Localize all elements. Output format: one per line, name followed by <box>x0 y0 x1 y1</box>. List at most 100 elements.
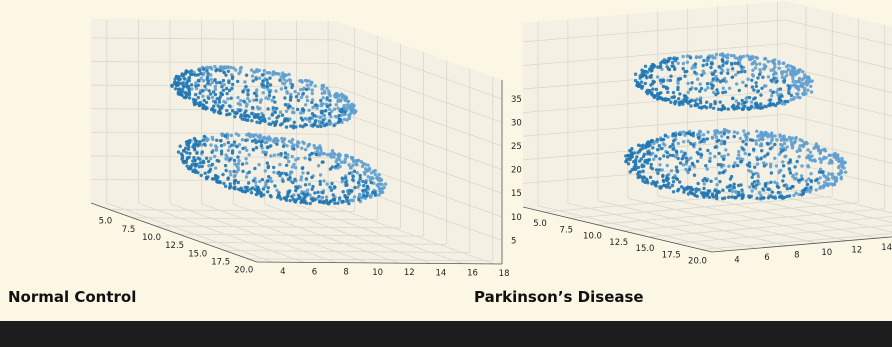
scatter-point <box>210 107 215 111</box>
scatter-point <box>284 125 289 129</box>
scatter-series <box>624 52 848 201</box>
scatter-point <box>720 108 724 112</box>
scatter-point <box>281 144 286 148</box>
z-tick-label: 30 <box>511 118 522 128</box>
scatter-point <box>780 102 784 106</box>
scatter-point <box>710 83 714 87</box>
scatter-point <box>671 176 675 180</box>
scatter-point <box>173 77 177 81</box>
y-tick-label: 6 <box>764 253 769 263</box>
x-tick-label: 5.0 <box>99 217 113 227</box>
scatter-point <box>843 160 847 165</box>
scatter-point <box>801 188 806 193</box>
scatter-point <box>663 134 668 138</box>
scatter-point <box>216 104 220 108</box>
scatter-point <box>220 85 224 89</box>
scatter-point <box>368 195 373 199</box>
scatter-point <box>212 104 216 108</box>
scatter-point <box>227 80 231 85</box>
scatter-point <box>327 122 332 127</box>
grid-line <box>247 258 493 262</box>
scatter-point <box>250 74 255 78</box>
scatter-point <box>209 143 213 147</box>
scatter-point <box>662 154 666 158</box>
scatter-point <box>802 89 807 93</box>
scatter-point <box>337 198 342 203</box>
scatter-point <box>792 66 796 70</box>
scatter-point <box>725 185 730 189</box>
scatter-point <box>313 121 317 125</box>
scatter-point <box>226 176 230 180</box>
scatter-point <box>724 148 728 152</box>
scatter-point <box>744 142 748 146</box>
scatter-point <box>750 182 754 186</box>
scatter-point <box>286 177 291 181</box>
scatter-point <box>311 184 315 189</box>
scatter-point <box>352 169 357 173</box>
scatter-point <box>193 158 197 162</box>
scatter-point <box>343 160 347 164</box>
scatter-point <box>230 109 235 113</box>
scatter-point <box>205 69 209 73</box>
scatter-point <box>217 159 221 163</box>
scatter-point <box>376 184 380 188</box>
scatter-point <box>722 132 726 136</box>
scatter-point <box>663 143 667 147</box>
scatter-point <box>351 198 355 203</box>
scatter-point <box>279 152 283 156</box>
scatter-point <box>261 187 266 191</box>
scatter-point <box>793 140 797 144</box>
scatter-point <box>832 182 837 187</box>
scatter-point <box>791 76 795 81</box>
scatter-point <box>785 64 789 69</box>
scatter-point <box>694 55 699 59</box>
scatter-point <box>214 69 218 73</box>
scatter-point <box>271 106 275 110</box>
scatter-point <box>196 73 200 77</box>
scatter-point <box>836 153 840 157</box>
scatter-point <box>347 163 351 167</box>
scatter-point <box>803 73 807 77</box>
scatter-point <box>671 153 675 158</box>
scatter-point <box>678 180 682 184</box>
scatter-point <box>746 132 750 136</box>
scatter-point <box>357 197 361 202</box>
scatter-point <box>314 152 318 157</box>
scatter-point <box>686 139 690 143</box>
scatter-point <box>228 169 232 174</box>
scatter-point <box>721 79 726 83</box>
scatter-point <box>214 144 218 148</box>
scatter-point <box>671 180 676 184</box>
scatter-point <box>292 162 296 167</box>
scatter-point <box>818 176 822 180</box>
scatter-point <box>224 86 229 91</box>
scatter-point <box>759 193 763 198</box>
scatter-point <box>221 172 225 177</box>
scatter-point <box>826 182 830 186</box>
x-tick-label: 12.5 <box>165 241 184 251</box>
scatter-point <box>732 104 736 108</box>
scatter-point <box>199 173 203 178</box>
scatter-point <box>368 178 372 182</box>
scatter-point <box>201 106 205 110</box>
scatter-point <box>256 112 260 117</box>
scatter-point <box>673 155 678 159</box>
scatter-point <box>705 62 709 67</box>
scatter-point <box>778 87 783 91</box>
scatter-point <box>717 190 721 194</box>
scatter-point <box>719 71 723 75</box>
scatter-point <box>661 174 665 179</box>
scatter-point <box>687 167 692 172</box>
scatter-point <box>734 190 738 194</box>
scatter-point <box>326 202 331 206</box>
y-axis-line <box>256 261 503 265</box>
scatter-point <box>366 163 370 167</box>
scatter-point <box>343 194 347 199</box>
scatter-point <box>246 93 250 97</box>
scatter-point <box>254 94 259 98</box>
scatter-point <box>266 87 270 91</box>
scatter-point <box>282 77 286 82</box>
scatter-point <box>657 144 662 148</box>
scatter-point <box>633 167 637 172</box>
scatter-point <box>743 100 747 105</box>
